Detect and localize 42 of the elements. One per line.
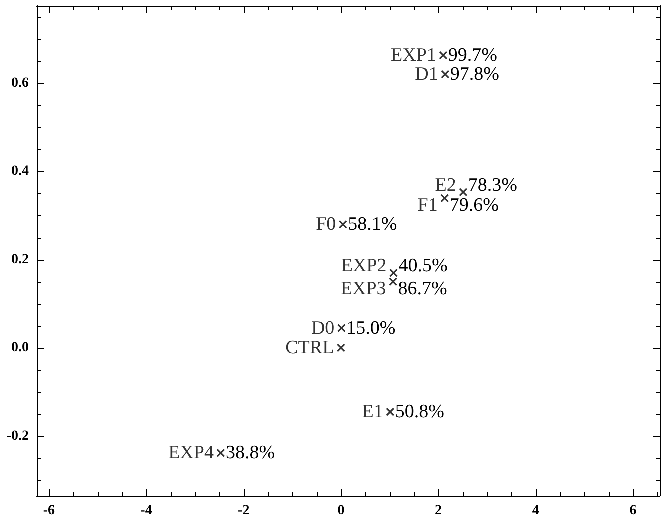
annotation: 38.8% [226, 442, 276, 464]
series-label: E1 [362, 402, 384, 423]
point [386, 408, 395, 416]
annotation: 78.3% [468, 174, 518, 196]
y-tick-label: 0.2 [12, 252, 29, 268]
point [338, 220, 348, 229]
point [441, 70, 450, 79]
series-label: F1 [418, 194, 438, 216]
y-tick-label: 0.4 [12, 164, 29, 180]
x-tick-label: 6 [630, 504, 637, 518]
series-label: CTRL [286, 338, 334, 359]
point [440, 194, 450, 203]
y-tick-label: 0.6 [12, 76, 29, 91]
point [459, 188, 468, 197]
series-label: EXP3 [340, 278, 386, 300]
point [216, 448, 226, 458]
series-label: E2 [435, 174, 456, 196]
x-tick-label: 0 [338, 504, 345, 518]
point [439, 51, 448, 60]
annotation: 40.5% [398, 256, 448, 277]
annotation: 99.7% [448, 44, 498, 66]
annotation: 58.1% [348, 214, 398, 236]
y-tick-label: -0.2 [6, 428, 29, 444]
annotation: 97.8% [450, 64, 500, 85]
x-tick-label: 2 [435, 504, 442, 518]
annotation: 79.6% [450, 194, 500, 216]
annotation: 15.0% [346, 318, 396, 339]
x-tick-label: -6 [43, 504, 56, 518]
series-label: D1 [415, 64, 438, 85]
point [336, 344, 346, 352]
series-label: D0 [311, 318, 335, 339]
y-tick-label: 0.0 [12, 340, 29, 356]
series-label: EXP1 [391, 44, 436, 66]
x-tick-label: -2 [238, 504, 250, 518]
x-tick-label: -4 [140, 504, 152, 518]
annotation: 86.7% [398, 278, 448, 300]
series-label: EXP2 [341, 256, 387, 277]
x-tick-label: 4 [532, 504, 540, 518]
series-label: F0 [316, 214, 336, 236]
annotation: 50.8% [395, 402, 445, 423]
series-label: EXP4 [168, 442, 214, 464]
point [337, 324, 346, 333]
